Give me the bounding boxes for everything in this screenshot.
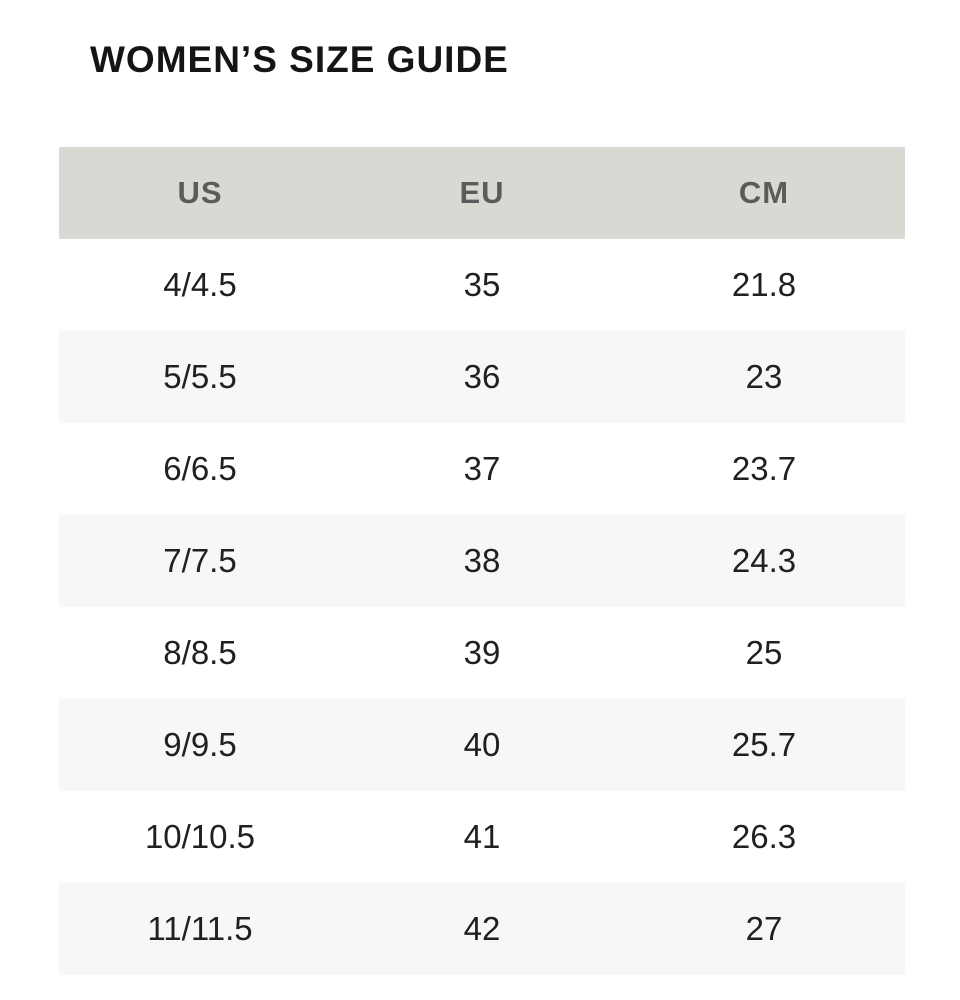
table-body: 4/4.5 35 21.8 5/5.5 36 23 6/6.5 37 23.7 … bbox=[59, 239, 905, 975]
eu-size-cell: 35 bbox=[341, 239, 623, 331]
eu-size-cell: 36 bbox=[341, 331, 623, 423]
header-row: US EU CM bbox=[59, 147, 905, 239]
eu-size-cell: 37 bbox=[341, 423, 623, 515]
cm-size-cell: 27 bbox=[623, 883, 905, 975]
cm-size-cell: 23.7 bbox=[623, 423, 905, 515]
table-header: US EU CM bbox=[59, 147, 905, 239]
us-size-cell: 11/11.5 bbox=[59, 883, 341, 975]
table-row: 8/8.5 39 25 bbox=[59, 607, 905, 699]
us-size-cell: 10/10.5 bbox=[59, 791, 341, 883]
column-header-eu: EU bbox=[341, 147, 623, 239]
cm-size-cell: 25 bbox=[623, 607, 905, 699]
us-size-cell: 6/6.5 bbox=[59, 423, 341, 515]
cm-size-cell: 21.8 bbox=[623, 239, 905, 331]
cm-size-cell: 24.3 bbox=[623, 515, 905, 607]
table-row: 5/5.5 36 23 bbox=[59, 331, 905, 423]
us-size-cell: 4/4.5 bbox=[59, 239, 341, 331]
table-row: 6/6.5 37 23.7 bbox=[59, 423, 905, 515]
eu-size-cell: 42 bbox=[341, 883, 623, 975]
cm-size-cell: 25.7 bbox=[623, 699, 905, 791]
table-row: 9/9.5 40 25.7 bbox=[59, 699, 905, 791]
eu-size-cell: 40 bbox=[341, 699, 623, 791]
cm-size-cell: 23 bbox=[623, 331, 905, 423]
eu-size-cell: 38 bbox=[341, 515, 623, 607]
column-header-us: US bbox=[59, 147, 341, 239]
size-guide-table: US EU CM 4/4.5 35 21.8 5/5.5 36 23 6/6.5… bbox=[59, 147, 905, 975]
eu-size-cell: 41 bbox=[341, 791, 623, 883]
us-size-cell: 7/7.5 bbox=[59, 515, 341, 607]
cm-size-cell: 26.3 bbox=[623, 791, 905, 883]
table-row: 11/11.5 42 27 bbox=[59, 883, 905, 975]
eu-size-cell: 39 bbox=[341, 607, 623, 699]
table-row: 4/4.5 35 21.8 bbox=[59, 239, 905, 331]
us-size-cell: 9/9.5 bbox=[59, 699, 341, 791]
us-size-cell: 5/5.5 bbox=[59, 331, 341, 423]
table-row: 7/7.5 38 24.3 bbox=[59, 515, 905, 607]
us-size-cell: 8/8.5 bbox=[59, 607, 341, 699]
table-row: 10/10.5 41 26.3 bbox=[59, 791, 905, 883]
column-header-cm: CM bbox=[623, 147, 905, 239]
page-title: WOMEN’S SIZE GUIDE bbox=[90, 39, 509, 80]
